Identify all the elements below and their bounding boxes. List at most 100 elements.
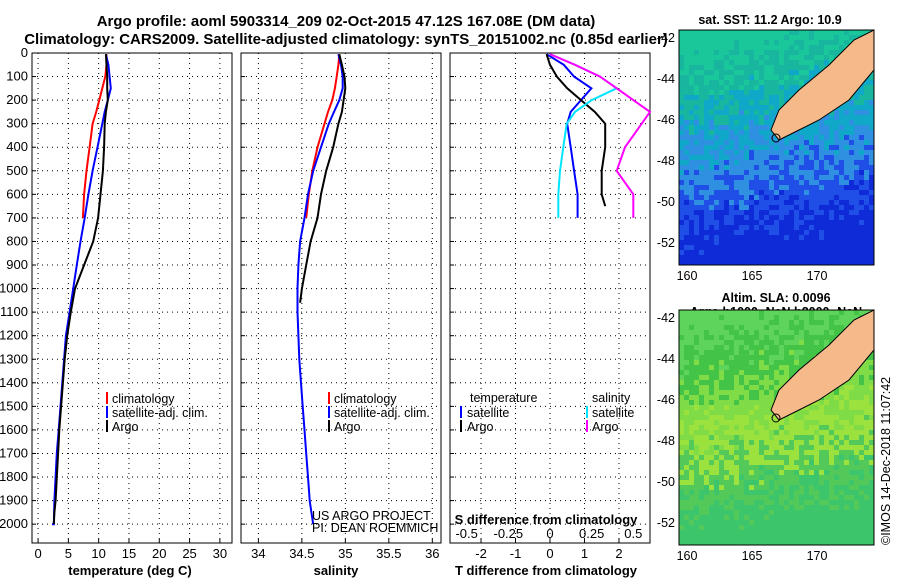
- map-cell: [869, 435, 874, 440]
- map-cell: [819, 515, 824, 520]
- map-cell: [774, 215, 779, 220]
- map-cell: [789, 495, 794, 500]
- map-cell: [814, 400, 819, 405]
- map-cell: [759, 415, 764, 420]
- map-cell: [789, 160, 794, 165]
- map-cell: [814, 185, 819, 190]
- map-cell: [694, 410, 699, 415]
- map-cell: [849, 310, 854, 315]
- map-cell: [689, 155, 694, 160]
- map-cell: [854, 415, 859, 420]
- map-cell: [699, 230, 704, 235]
- map-cell: [764, 95, 769, 100]
- map-cell: [739, 355, 744, 360]
- map-cell: [834, 415, 839, 420]
- map-cell: [809, 225, 814, 230]
- map-cell: [829, 430, 834, 435]
- map-cell: [824, 130, 829, 135]
- map-cell: [784, 165, 789, 170]
- salinity-legend: climatology satellite-adj. clim. Argo: [328, 392, 430, 434]
- map-cell: [829, 400, 834, 405]
- map-cell: [809, 200, 814, 205]
- map-cell: [699, 310, 704, 315]
- map-cell: [744, 525, 749, 530]
- map-cell: [734, 515, 739, 520]
- map-cell: [854, 255, 859, 260]
- map-cell: [779, 145, 784, 150]
- map-cell: [869, 260, 874, 265]
- figure-title-line2: Climatology: CARS2009. Satellite-adjuste…: [24, 31, 668, 48]
- map-cell: [699, 500, 704, 505]
- map-cell: [744, 65, 749, 70]
- depth-tick-label: 400: [6, 139, 28, 154]
- map-cell: [749, 210, 754, 215]
- map-cell: [819, 235, 824, 240]
- map-cell: [779, 220, 784, 225]
- series-line-salinity-argo: [549, 53, 652, 218]
- map-cell: [849, 465, 854, 470]
- map-cell: [714, 530, 719, 535]
- map-cell: [754, 325, 759, 330]
- map-cell: [824, 240, 829, 245]
- map-cell: [829, 335, 834, 340]
- map-cell: [759, 430, 764, 435]
- map-cell: [694, 185, 699, 190]
- map-cell: [754, 220, 759, 225]
- map-cell: [839, 105, 844, 110]
- map-cell: [684, 255, 689, 260]
- map-cell: [864, 520, 869, 525]
- map-cell: [714, 40, 719, 45]
- map-cell: [744, 115, 749, 120]
- map-cell: [759, 400, 764, 405]
- map-cell: [749, 365, 754, 370]
- map-cell: [704, 135, 709, 140]
- map-cell: [849, 380, 854, 385]
- map-cell: [709, 400, 714, 405]
- map-cell: [734, 365, 739, 370]
- map-cell: [824, 150, 829, 155]
- map-cell: [679, 115, 684, 120]
- map-cell: [709, 525, 714, 530]
- map-cell: [854, 190, 859, 195]
- map-cell: [849, 200, 854, 205]
- map-cell: [799, 445, 804, 450]
- map-cell: [714, 60, 719, 65]
- map-cell: [734, 470, 739, 475]
- map-cell: [769, 245, 774, 250]
- map-cell: [754, 500, 759, 505]
- map-cell: [849, 420, 854, 425]
- map-cell: [774, 235, 779, 240]
- map-cell: [839, 235, 844, 240]
- map-cell: [809, 190, 814, 195]
- map-cell: [729, 160, 734, 165]
- map-cell: [784, 515, 789, 520]
- map-cell: [829, 155, 834, 160]
- map-cell: [769, 485, 774, 490]
- map-cell: [714, 360, 719, 365]
- map-cell: [719, 65, 724, 70]
- map-cell: [829, 500, 834, 505]
- map-cell: [724, 530, 729, 535]
- map-cell: [784, 500, 789, 505]
- map-cell: [719, 160, 724, 165]
- map-cell: [769, 330, 774, 335]
- map-cell: [804, 515, 809, 520]
- map-cell: [804, 435, 809, 440]
- map-cell: [679, 220, 684, 225]
- map-cell: [714, 120, 719, 125]
- map-cell: [744, 315, 749, 320]
- map-cell: [764, 320, 769, 325]
- map-cell: [714, 180, 719, 185]
- map-cell: [729, 530, 734, 535]
- map-cell: [734, 40, 739, 45]
- map-cell: [714, 500, 719, 505]
- map-cell: [824, 395, 829, 400]
- map-cell: [709, 110, 714, 115]
- map-cell: [794, 520, 799, 525]
- map-cell: [679, 65, 684, 70]
- map-cell: [784, 315, 789, 320]
- map-cell: [679, 30, 684, 35]
- map-cell: [859, 220, 864, 225]
- map-cell: [774, 335, 779, 340]
- map-cell: [764, 120, 769, 125]
